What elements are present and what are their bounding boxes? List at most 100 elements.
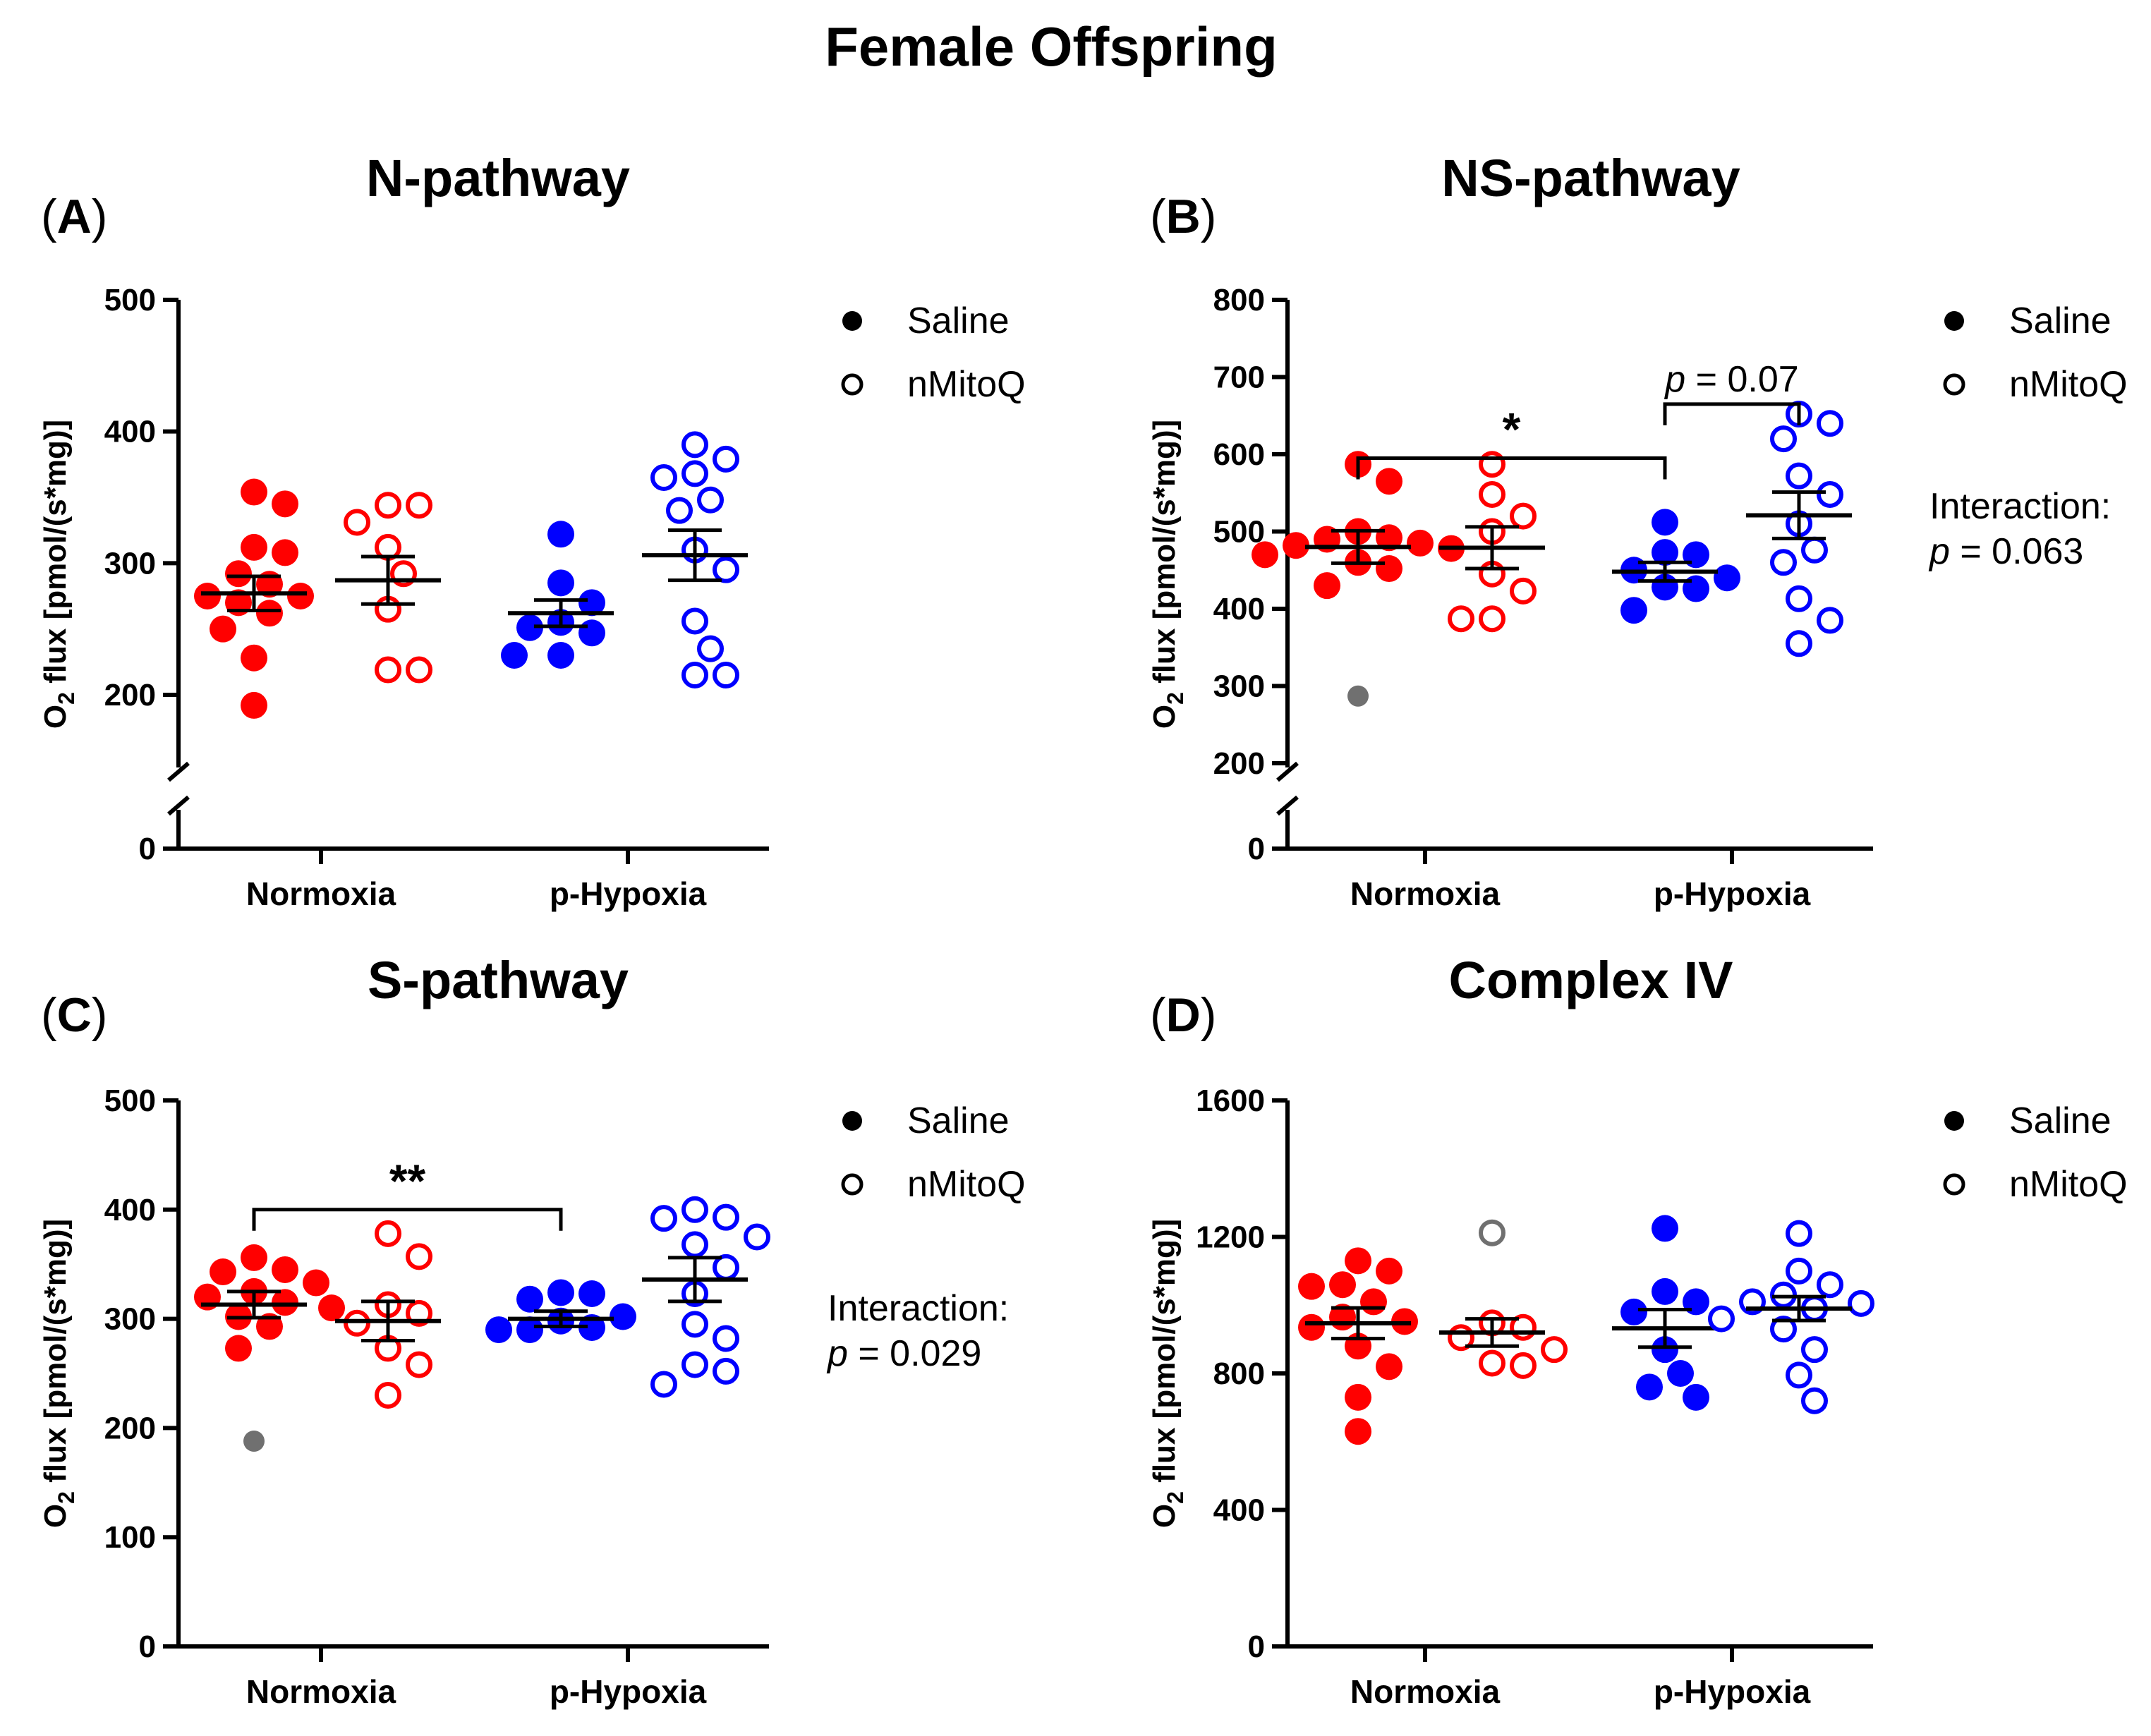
ylabel-o: O [38,705,73,729]
y-tick-label: 200 [104,678,156,712]
legend-nmitoq-label: nMitoQ [2009,1164,2128,1205]
interaction-pvalue: p = 0.063 [1928,531,2083,572]
data-point [318,1294,345,1322]
data-point [547,642,574,669]
data-point [1708,1305,1735,1333]
data-point [375,656,401,684]
group-normoxia-saline [1298,1247,1418,1445]
interaction-label: Interaction: [1929,486,2111,527]
y-tick-label: 400 [1213,1493,1265,1528]
figure-title: Female Offspring [825,16,1277,78]
data-point [650,1371,677,1398]
data-point [1801,1336,1828,1364]
legend-saline-label: Saline [907,1100,1010,1141]
data-point [697,635,724,662]
y-axis-label: O2 flux [pmol/(s*mg)] [38,420,79,729]
axis-break-mark [167,761,190,782]
data-point [1407,529,1434,557]
data-point [1329,1271,1356,1299]
ylabel-rest: flux [pmol/(s*mg)] [1147,1219,1182,1491]
outlier-point [243,1430,265,1452]
legend-saline-marker [842,1111,862,1131]
group-p-hypoxia-nmitoq [642,431,748,688]
data-point [681,1351,708,1378]
data-point [1298,1273,1325,1300]
data-point [1786,1257,1812,1285]
data-point [272,1256,298,1283]
legend-nmitoq-marker [841,373,864,396]
panel-label: (D) [1150,988,1216,1042]
panel-title: Complex IV [1449,951,1733,1009]
data-point [1620,1298,1647,1325]
group-normoxia-nmitoq [1439,451,1545,633]
data-point [375,1220,401,1247]
panel-label: (C) [41,988,107,1042]
data-point [272,490,298,518]
data-point [547,521,574,548]
panel-a: N-pathway (A) O2 flux [pmol/(s*mg)] 0 200 300… [38,149,1026,912]
legend: Saline nMitoQ [1943,301,2128,405]
p-symbol: p [1664,359,1685,400]
data-point [1376,1257,1402,1285]
data-point [241,533,267,561]
y-tick-label: 500 [1213,515,1265,550]
data-point [1714,564,1740,592]
y-tick-label: 500 [104,1084,156,1118]
data-point [547,1279,574,1306]
data-point [578,619,605,647]
legend-saline-marker [1944,1111,1964,1131]
ylabel-sub: 2 [54,1491,79,1504]
data-point [210,1258,236,1286]
y-tick-label: 400 [104,1193,156,1227]
data-point [1817,410,1843,437]
panel-title: S-pathway [368,951,629,1009]
y-tick-label: 600 [1213,437,1265,472]
axis-break-mark [167,795,190,816]
outlier-point [1479,1219,1505,1246]
data-point [272,539,298,566]
data-point [1786,462,1812,490]
data-point [1801,536,1828,564]
ylabel-rest: flux [pmol/(s*mg)] [1147,420,1182,692]
interaction-label: Interaction: [828,1288,1009,1329]
panel-label-close: ) [1201,190,1217,243]
y-axis-label: O2 flux [pmol/(s*mg)] [1147,1219,1188,1528]
data-point [1683,1383,1709,1411]
data-point [1541,1336,1568,1364]
ylabel-rest: flux [pmol/(s*mg)] [38,1219,73,1491]
y-tick-label: 0 [139,1629,156,1664]
data-point [1667,1360,1694,1387]
data-point [1376,1353,1402,1380]
y-tick-label: 400 [1213,592,1265,626]
group-p-hypoxia-saline [1612,509,1740,624]
data-point [713,662,739,688]
data-point [1345,1383,1371,1411]
legend-saline-label: Saline [907,301,1010,341]
data-point [1652,539,1678,566]
group-normoxia-saline [194,1244,345,1452]
y-tick-label: 200 [104,1411,156,1445]
panel-label-open: ( [1150,988,1166,1042]
y-tick-label: 100 [104,1520,156,1555]
data-point [406,656,432,684]
ylabel-o: O [1147,1504,1182,1528]
data-point [650,464,677,491]
data-point [681,662,708,688]
legend: Saline nMitoQ [1943,1100,2128,1205]
group-p-hypoxia-saline [501,521,614,669]
data-point [1817,480,1843,508]
group-normoxia-nmitoq [335,1220,441,1409]
data-point [650,1205,677,1232]
panel-label-letter: D [1166,988,1201,1042]
y-tick-label: 700 [1213,360,1265,395]
data-point [375,1381,401,1409]
legend-saline-marker [842,311,862,331]
significance-bracket [1356,456,1667,480]
data-point [713,1357,739,1385]
panel-label-letter: B [1166,190,1201,243]
data-point [681,1311,708,1338]
data-point [1786,1361,1812,1389]
significance-bracket [1663,402,1801,425]
ylabel-sub: 2 [54,692,79,705]
data-point [516,1285,543,1313]
